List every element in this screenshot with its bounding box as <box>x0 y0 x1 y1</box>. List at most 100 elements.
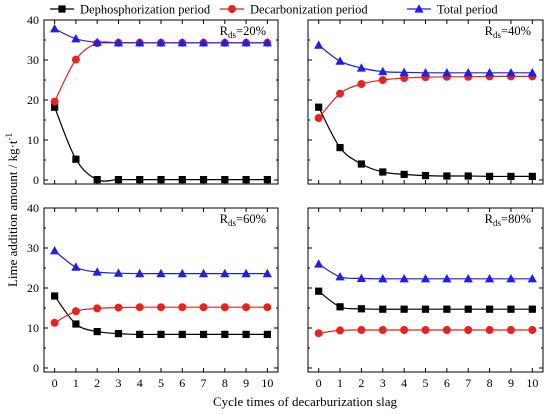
data-point <box>177 268 187 278</box>
data-point <box>93 176 101 184</box>
data-point <box>378 274 388 283</box>
series-decarbonization-period <box>314 326 537 338</box>
data-point <box>71 307 80 316</box>
series-total-period <box>50 24 272 47</box>
y-tick-label: 0 <box>33 173 39 187</box>
data-point <box>114 330 123 338</box>
data-point <box>507 305 515 313</box>
data-point <box>463 68 473 77</box>
data-point <box>506 326 515 334</box>
legend-item-dephosphorization-period: Dephosphorization period <box>50 3 211 17</box>
data-point <box>443 172 451 180</box>
data-point <box>242 176 250 184</box>
data-point <box>177 38 187 47</box>
data-point <box>242 330 250 338</box>
data-point <box>220 268 230 278</box>
panel-label-main: R <box>220 212 229 226</box>
data-point <box>221 176 229 184</box>
data-point <box>399 67 409 76</box>
data-point <box>507 172 515 180</box>
data-point <box>92 267 102 276</box>
legend-label: Total period <box>437 3 498 17</box>
data-point <box>199 176 208 184</box>
panel-label-value: =20% <box>236 24 266 38</box>
panel-2: Rds=40% <box>307 19 544 185</box>
data-point <box>51 103 59 111</box>
data-point <box>484 274 495 283</box>
series-decarbonization-period <box>50 303 272 327</box>
series-total-period <box>314 259 537 283</box>
x-tick-label: 6 <box>179 376 185 390</box>
data-point <box>263 176 271 184</box>
panel-label-subscript: ds <box>228 218 237 228</box>
data-point <box>484 68 495 77</box>
panel-label-subscript: ds <box>228 30 237 40</box>
x-tick-label: 8 <box>487 376 493 390</box>
data-point <box>443 305 451 313</box>
x-tick-label: 4 <box>137 376 143 390</box>
data-point <box>464 326 473 334</box>
data-point <box>199 303 208 312</box>
legend-marker <box>228 5 236 13</box>
panel-label-main: R <box>220 24 229 38</box>
data-point <box>421 326 430 334</box>
data-point <box>220 38 230 47</box>
series-line <box>54 295 268 336</box>
data-point <box>50 318 59 327</box>
series-line <box>54 106 268 182</box>
data-point <box>314 259 324 268</box>
x-tick-label: 2 <box>94 376 100 390</box>
panel-label-main: R <box>485 24 494 38</box>
data-point <box>221 330 229 338</box>
data-point <box>220 303 229 312</box>
data-point <box>241 268 251 278</box>
series-decarbonization-period <box>314 72 537 122</box>
x-tick-label: 9 <box>508 376 514 390</box>
series-total-period <box>50 246 272 278</box>
data-point <box>379 305 387 313</box>
data-point <box>263 303 272 312</box>
data-point <box>420 274 431 283</box>
x-tick-label: 9 <box>243 376 249 390</box>
x-axis-label: Cycle times of decarburization slag <box>213 394 398 409</box>
data-point <box>242 303 251 312</box>
data-point <box>379 168 387 176</box>
y-tick-label: 20 <box>27 281 39 295</box>
x-tick-label: 4 <box>401 376 407 390</box>
data-point <box>378 76 387 84</box>
x-tick-label: 8 <box>222 376 228 390</box>
data-point <box>113 38 124 47</box>
data-point <box>506 274 516 283</box>
data-point <box>464 172 472 180</box>
data-point <box>156 268 166 278</box>
series-dephosphorization-period <box>315 287 536 313</box>
data-point <box>485 305 494 313</box>
panel-label-subscript: ds <box>493 30 502 40</box>
series-line <box>318 106 533 178</box>
y-tick-label: 40 <box>27 201 39 215</box>
x-tick-label: 1 <box>337 376 343 390</box>
y-axis-label-superscript: -1 <box>4 133 14 141</box>
data-point <box>463 274 473 283</box>
panel-label: Rds=40% <box>485 24 531 40</box>
data-point <box>528 172 536 180</box>
data-point <box>421 305 430 313</box>
data-point <box>92 37 102 46</box>
x-tick-label: 0 <box>316 376 322 390</box>
x-tick-label: 10 <box>526 376 538 390</box>
x-tick-label: 5 <box>423 376 429 390</box>
data-point <box>198 38 209 47</box>
legend: Dephosphorization period Decarbonization … <box>50 3 498 17</box>
data-point <box>314 329 323 338</box>
data-point <box>356 273 367 282</box>
panel-label-main: R <box>485 212 494 226</box>
legend-label: Decarbonization period <box>250 3 368 17</box>
data-point <box>336 303 344 311</box>
data-point <box>335 272 345 281</box>
data-point <box>93 304 102 313</box>
data-point <box>336 89 345 98</box>
panel-1: 0 10 20 30 40 Rds=20% <box>27 13 279 187</box>
data-point <box>50 24 60 33</box>
series-line <box>54 41 268 102</box>
